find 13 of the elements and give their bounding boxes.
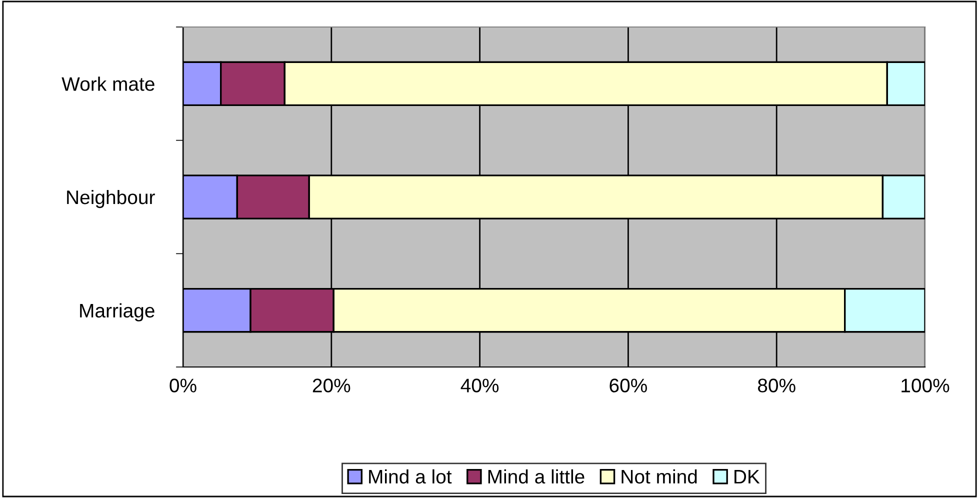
x-tick-label: 40% — [460, 378, 499, 392]
legend-label: Not mind — [622, 469, 697, 484]
x-tick-label: 80% — [758, 378, 796, 392]
legend-label: Mind a little — [488, 469, 584, 484]
legend-label: Mind a lot — [369, 469, 452, 484]
x-tick-label: 60% — [610, 378, 647, 392]
x-tick-label: 0% — [170, 378, 196, 392]
x-tick-label: 100% — [902, 378, 950, 392]
x-tick-label: 20% — [312, 378, 350, 392]
y-tick-label: Neighbour — [67, 190, 155, 208]
y-tick-label: Work mate — [62, 76, 154, 91]
y-tick-label: Marriage — [80, 303, 154, 322]
legend-label: DK — [734, 470, 760, 484]
